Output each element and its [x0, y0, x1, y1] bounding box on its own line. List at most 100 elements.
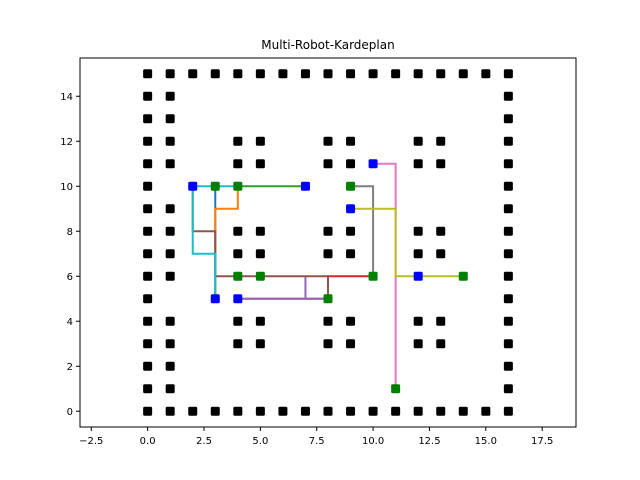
obstacle-marker	[165, 204, 175, 214]
obstacle-marker	[233, 159, 243, 169]
obstacle-marker	[436, 69, 446, 79]
y-axis: 0 2 4 6 8 10 12 14	[60, 92, 80, 418]
obstacle-marker	[143, 406, 153, 416]
y-tick-label: 4	[67, 317, 73, 328]
obstacle-marker	[143, 249, 153, 259]
start-marker	[188, 181, 198, 191]
obstacle-marker	[143, 181, 153, 191]
obstacle-marker	[391, 69, 401, 79]
start-marker	[210, 294, 220, 304]
obstacle-marker	[165, 114, 175, 124]
obstacle-marker	[413, 316, 423, 326]
obstacle-marker	[143, 294, 153, 304]
obstacle-marker	[255, 69, 265, 79]
obstacle-marker	[255, 136, 265, 146]
obstacle-marker	[503, 249, 513, 259]
obstacle-marker	[165, 361, 175, 371]
obstacle-marker	[503, 204, 513, 214]
obstacle-marker	[143, 339, 153, 349]
x-tick-label: 17.5	[531, 436, 553, 447]
obstacle-marker	[503, 91, 513, 101]
x-tick-label: 0.0	[140, 436, 156, 447]
obstacle-marker	[165, 136, 175, 146]
obstacle-marker	[143, 136, 153, 146]
obstacle-marker	[143, 271, 153, 281]
x-tick-label: 10.0	[362, 436, 384, 447]
obstacle-marker	[503, 226, 513, 236]
goal-marker	[233, 271, 243, 281]
obstacle-marker	[143, 69, 153, 79]
obstacle-marker	[323, 249, 333, 259]
obstacle-marker	[255, 249, 265, 259]
obstacle-marker	[255, 406, 265, 416]
obstacle-marker	[278, 406, 288, 416]
robot-path-10	[191, 185, 238, 299]
obstacle-marker	[233, 69, 243, 79]
obstacle-marker	[503, 136, 513, 146]
obstacle-marker	[143, 361, 153, 371]
obstacle-marker	[233, 136, 243, 146]
obstacle-marker	[458, 69, 468, 79]
y-tick-label: 10	[60, 182, 73, 193]
obstacle-marker	[165, 271, 175, 281]
robot-path-5	[237, 276, 328, 300]
x-tick-label: 5.0	[252, 436, 268, 447]
robot-path-9	[350, 207, 464, 278]
obstacle-marker	[165, 226, 175, 236]
obstacle-marker	[255, 316, 265, 326]
start-marker	[233, 294, 243, 304]
obstacle-marker	[436, 339, 446, 349]
start-marker	[300, 181, 310, 191]
obstacle-marker	[165, 316, 175, 326]
y-tick-label: 14	[60, 92, 73, 103]
obstacle-marker	[323, 406, 333, 416]
obstacle-marker	[436, 249, 446, 259]
start-marker	[346, 204, 356, 214]
obstacle-marker	[503, 271, 513, 281]
obstacle-marker	[436, 406, 446, 416]
obstacle-marker	[165, 339, 175, 349]
goal-marker	[210, 181, 220, 191]
obstacle-marker	[346, 316, 356, 326]
obstacle-marker	[413, 69, 423, 79]
obstacle-marker	[165, 406, 175, 416]
start-marker	[413, 271, 423, 281]
y-tick-label: 2	[67, 362, 73, 373]
obstacle-marker	[210, 69, 220, 79]
x-tick-label: 7.5	[309, 436, 325, 447]
obstacle-marker	[503, 384, 513, 394]
obstacle-marker	[346, 406, 356, 416]
y-tick-label: 6	[67, 272, 73, 283]
goal-marker	[323, 294, 333, 304]
obstacle-marker	[233, 406, 243, 416]
obstacle-marker	[503, 316, 513, 326]
obstacle-marker	[143, 159, 153, 169]
obstacle-marker	[436, 159, 446, 169]
obstacle-marker	[188, 406, 198, 416]
obstacle-marker	[255, 226, 265, 236]
obstacle-marker	[233, 226, 243, 236]
obstacle-marker	[143, 226, 153, 236]
x-tick-label: 2.5	[196, 436, 212, 447]
goal-marker	[233, 181, 243, 191]
chart-title: Multi-Robot-Kardeplan	[261, 38, 394, 52]
goal-marker	[458, 271, 468, 281]
obstacle-marker	[436, 316, 446, 326]
obstacle-marker	[323, 159, 333, 169]
obstacle-marker	[368, 406, 378, 416]
obstacle-marker	[143, 114, 153, 124]
obstacle-marker	[346, 249, 356, 259]
obstacle-marker	[436, 226, 446, 236]
y-tick-label: 0	[67, 407, 73, 418]
y-tick-label: 12	[60, 137, 73, 148]
obstacle-marker	[503, 406, 513, 416]
obstacle-marker	[165, 91, 175, 101]
obstacle-marker	[300, 406, 310, 416]
obstacle-marker	[503, 339, 513, 349]
obstacle-marker	[323, 339, 333, 349]
obstacle-marker	[255, 159, 265, 169]
x-tick-label: 12.5	[418, 436, 440, 447]
obstacle-marker	[210, 406, 220, 416]
